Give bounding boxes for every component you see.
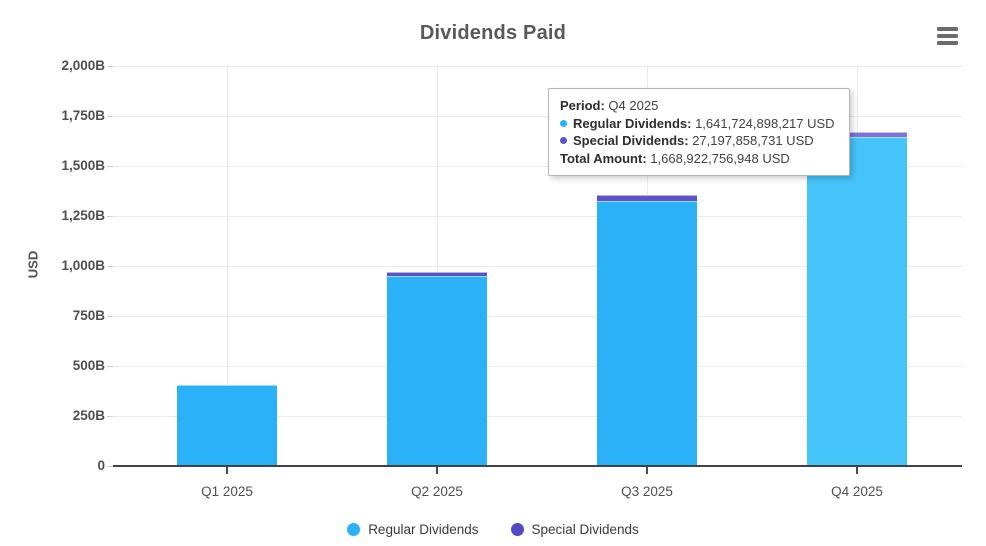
tooltip-period-label: Period: [560,98,605,113]
y-tick-label: 1,250B [61,208,105,223]
tooltip-bullet-icon [560,137,567,144]
y-tick-label: 2,000B [61,58,105,73]
x-tick-mark [856,467,858,474]
chart-title: Dividends Paid [419,22,567,44]
x-gridline [227,66,228,466]
tooltip-total-label: Total Amount: [560,150,647,166]
bar-q2-2025-special-dividends[interactable] [387,272,487,276]
tooltip-bullet-icon [560,119,567,127]
y-tick-mark [107,416,113,417]
menu-button[interactable] [937,27,958,45]
y-gridline [113,166,962,167]
x-axis-line [113,465,962,467]
y-tick-mark [107,66,113,67]
x-tick-label: Q4 2025 [831,484,883,499]
tooltip-row-value: 1,641,724,898,217 USD [695,115,835,131]
y-tick-label: 0 [97,458,105,473]
y-gridline [113,216,962,217]
y-gridline [113,366,962,367]
x-tick-mark [226,467,228,474]
y-gridline [113,66,962,67]
tooltip-row-label: Regular Dividends: [573,115,696,131]
y-gridline [113,116,962,117]
tooltip-row-special-dividends: Special Dividends: 27,197,858,731 USD [560,132,838,150]
y-tick-mark [107,166,113,167]
legend-item-regular-dividends[interactable]: Regular Dividends [347,522,479,537]
y-tick-mark [107,466,113,467]
x-tick-mark [646,467,648,474]
bar-q2-2025-regular-dividends[interactable] [387,276,487,465]
hamburger-icon [937,41,958,45]
bar-q4-2025-special-dividends[interactable] [807,132,907,137]
y-tick-label: 1,500B [61,158,105,173]
legend-swatch [347,523,361,536]
tooltip: Period: Q4 2025 Regular Dividends: 1,641… [548,88,850,176]
bar-q4-2025-regular-dividends[interactable] [807,137,907,465]
y-tick-label: 1,000B [61,258,105,273]
y-gridline [113,416,962,417]
y-tick-mark [107,216,113,217]
y-gridline [113,316,962,317]
bar-q1-2025-regular-dividends[interactable] [177,385,277,465]
y-tick-label: 750B [72,308,105,323]
tooltip-total-value: 1,668,922,756,948 USD [650,150,790,166]
bar-q3-2025-special-dividends[interactable] [597,195,697,201]
x-tick-label: Q2 2025 [411,484,463,499]
x-tick-label: Q1 2025 [201,484,253,499]
hamburger-icon [937,27,958,31]
x-tick-label: Q3 2025 [621,484,673,499]
y-tick-label: 250B [72,408,105,423]
tooltip-series-rows: Regular Dividends: 1,641,724,898,217 USD… [560,115,838,150]
tooltip-period-line: Period: Q4 2025 [560,97,838,115]
bar-q3-2025-regular-dividends[interactable] [597,201,697,465]
tooltip-row-value: 27,197,858,731 USD [692,133,814,148]
y-tick-mark [107,316,113,317]
x-gridline [437,66,438,466]
y-tick-mark [107,116,113,117]
legend-swatch [510,523,524,536]
tooltip-row-label: Special Dividends: [573,133,693,148]
x-tick-mark [436,467,438,474]
legend-label: Regular Dividends [368,522,479,537]
legend-label: Special Dividends [531,522,639,537]
tooltip-total-line: Total Amount: 1,668,922,756,948 USD [560,150,838,168]
y-tick-label: 1,750B [61,108,105,123]
tooltip-row-regular-dividends: Regular Dividends: 1,641,724,898,217 USD [560,115,838,133]
hamburger-icon [937,34,958,38]
y-gridline [113,266,962,267]
y-tick-label: 500B [72,358,105,373]
y-tick-mark [107,366,113,367]
y-tick-mark [107,266,113,267]
tooltip-period-value: Q4 2025 [608,98,659,113]
legend-item-special-dividends[interactable]: Special Dividends [510,522,639,537]
legend: Regular Dividends Special Dividends [0,522,986,537]
